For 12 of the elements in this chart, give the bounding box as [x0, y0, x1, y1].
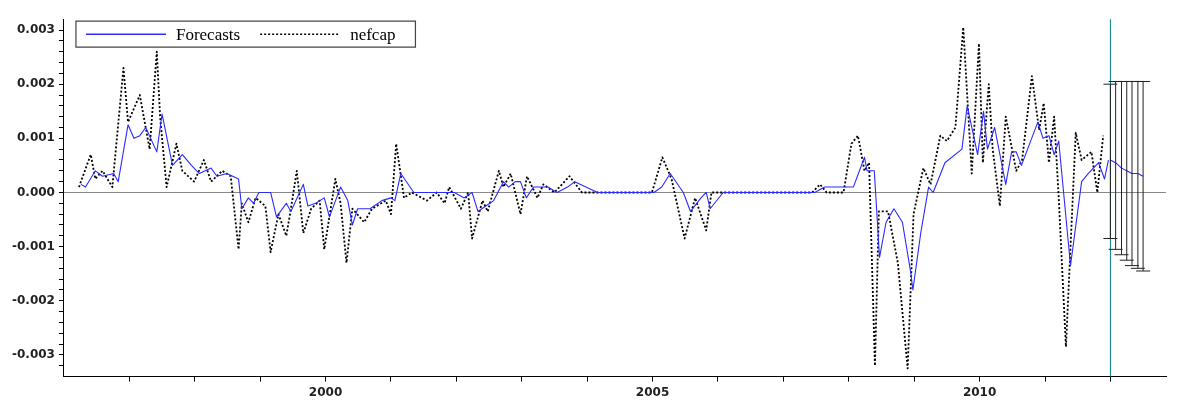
- y-tick-label: 0.001: [16, 130, 55, 145]
- y-tick-label: -0.001: [12, 238, 55, 253]
- y-tick-label: 0.000: [16, 184, 55, 199]
- x-tick-label: 2000: [308, 384, 343, 399]
- x-tick-label: 2005: [635, 384, 670, 399]
- legend-label: nefcap: [350, 24, 396, 44]
- y-tick-label: 0.003: [16, 22, 55, 37]
- x-tick-label: 2010: [962, 384, 997, 399]
- y-tick-label: -0.003: [12, 347, 55, 362]
- legend-label: Forecasts: [175, 24, 241, 44]
- y-tick-label: 0.002: [16, 76, 55, 91]
- y-tick-label: -0.002: [12, 292, 55, 307]
